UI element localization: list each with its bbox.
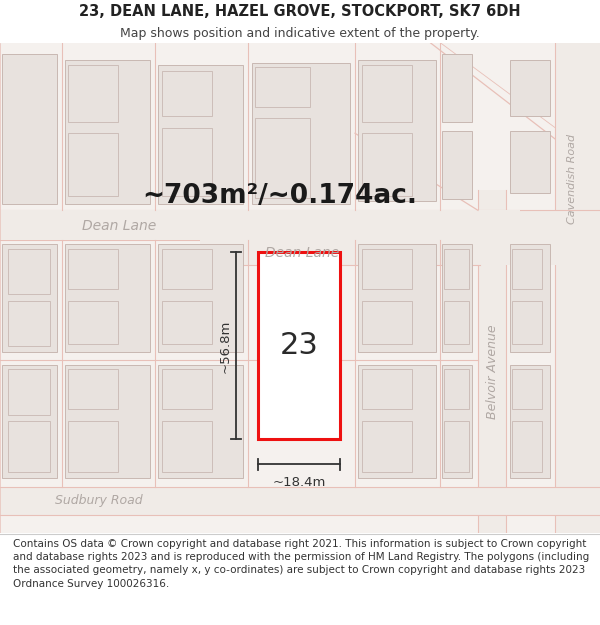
Bar [158,244,243,352]
Bar [8,249,50,294]
Bar [162,301,212,344]
Bar [362,421,412,472]
Bar [68,133,118,196]
Bar [442,131,472,199]
Bar [442,244,472,352]
Bar [68,369,118,409]
Bar [362,369,412,409]
Text: Contains OS data © Crown copyright and database right 2021. This information is : Contains OS data © Crown copyright and d… [13,539,589,589]
Bar [0,487,600,516]
Bar [478,190,506,625]
Text: ~18.4m: ~18.4m [272,476,326,489]
Bar [68,249,118,289]
Bar [8,421,50,472]
Bar [158,364,243,478]
Bar [258,253,340,439]
Bar [162,127,212,196]
Bar [8,301,50,346]
Bar [2,54,57,204]
Bar [362,65,412,122]
Bar [252,63,350,204]
Text: 23: 23 [280,331,319,361]
Bar [512,421,542,472]
Bar [362,133,412,196]
Bar [362,249,412,289]
Bar [444,249,469,289]
Bar [65,59,150,204]
Bar [200,238,560,265]
Bar [68,421,118,472]
Bar [162,249,212,289]
Text: ~56.8m: ~56.8m [219,319,232,372]
Bar [442,54,472,122]
Text: Sudbury Road: Sudbury Road [55,494,143,508]
Bar [68,301,118,344]
Bar [158,65,243,204]
Bar [162,421,212,472]
Bar [0,211,600,240]
Bar [2,244,57,352]
Bar [255,68,310,107]
Bar [444,301,469,344]
Bar [555,42,600,532]
Bar [512,301,542,344]
Bar [510,364,550,478]
Bar [444,421,469,472]
Bar [2,364,57,478]
Text: ~703m²/~0.174ac.: ~703m²/~0.174ac. [143,182,418,209]
Bar [65,364,150,478]
Text: Cavendish Road: Cavendish Road [567,134,577,224]
Bar [358,244,436,352]
Text: Dean Lane: Dean Lane [82,219,156,233]
Text: Dean Lane: Dean Lane [265,246,339,261]
Bar [162,71,212,116]
Bar [8,369,50,414]
Text: Map shows position and indicative extent of the property.: Map shows position and indicative extent… [120,27,480,39]
Text: Belvoir Avenue: Belvoir Avenue [485,324,499,419]
Bar [65,244,150,352]
Bar [510,131,550,193]
Bar [510,59,550,116]
Bar [442,364,472,478]
Bar [358,364,436,478]
Bar [68,65,118,122]
Text: 23, DEAN LANE, HAZEL GROVE, STOCKPORT, SK7 6DH: 23, DEAN LANE, HAZEL GROVE, STOCKPORT, S… [79,4,521,19]
Bar [362,301,412,344]
Bar [0,211,520,240]
Bar [162,369,212,409]
Bar [444,369,469,409]
Bar [510,244,550,352]
Bar [512,249,542,289]
Bar [255,119,310,198]
Bar [512,369,542,409]
Bar [358,59,436,201]
